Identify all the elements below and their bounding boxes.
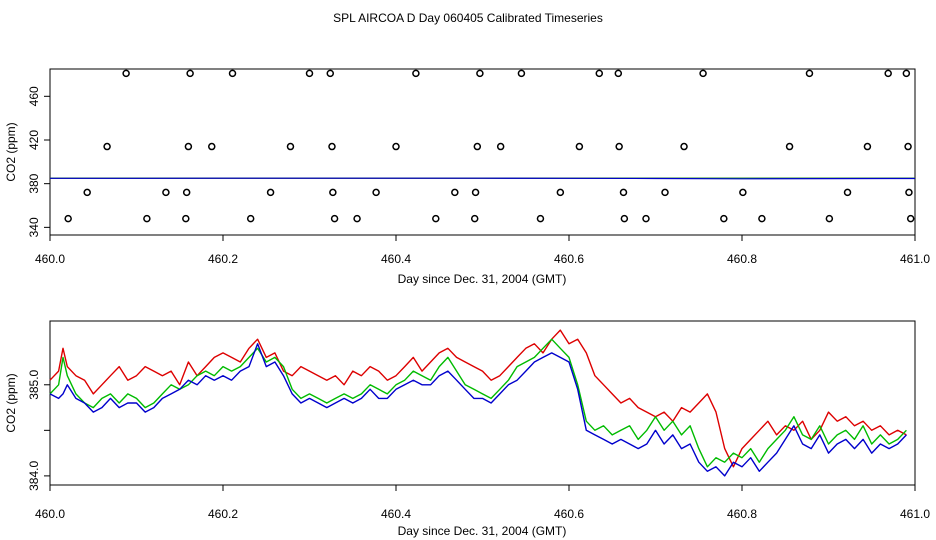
scatter-point [614, 69, 623, 78]
scatter-x-tick-label: 461.0 [900, 252, 930, 266]
scatter-y-tick-label: 340 [27, 217, 41, 237]
scatter-x-tick-label: 460.8 [727, 252, 757, 266]
line-series-lines [49, 329, 907, 477]
line-y-tick-label: 385.0 [27, 369, 41, 399]
scatter-y-tick-label: 420 [27, 130, 41, 150]
scatter-point [122, 69, 130, 78]
scatter-x-tick-label: 460.6 [554, 252, 584, 266]
line-series-red [49, 329, 907, 468]
scatter-point [305, 69, 314, 78]
line-x-tick-label: 460.4 [381, 507, 411, 521]
scatter-series-lines [50, 177, 916, 180]
scatter-point [266, 188, 275, 197]
line-y-ticks: 384.0 385.0 [27, 369, 50, 491]
scatter-point [83, 188, 91, 197]
scatter-point [286, 142, 295, 151]
scatter-point [228, 69, 237, 78]
scatter-series-blue [50, 177, 916, 180]
scatter-point [680, 142, 688, 151]
scatter-point [642, 214, 650, 223]
scatter-point [476, 69, 484, 78]
scatter-point [392, 142, 400, 151]
line-x-tick-label: 460.2 [208, 507, 238, 521]
line-plot-frame [49, 320, 916, 486]
scatter-points [64, 69, 915, 223]
scatter-point [182, 214, 190, 223]
scatter-point [556, 188, 565, 197]
scatter-x-tick-label: 460.4 [381, 252, 411, 266]
scatter-point [619, 188, 628, 197]
scatter-point [143, 214, 151, 223]
scatter-point [902, 69, 911, 78]
scatter-point [615, 142, 623, 151]
scatter-point [186, 69, 194, 78]
scatter-point [575, 142, 584, 151]
scatter-point [620, 214, 629, 223]
line-series-green [49, 338, 907, 468]
scatter-point [536, 214, 545, 223]
scatter-point [372, 188, 380, 197]
scatter-point [412, 69, 420, 78]
line-x-tick-label: 461.0 [900, 507, 930, 521]
scatter-point [739, 188, 747, 197]
scatter-point [329, 188, 337, 197]
scatter-point [517, 69, 526, 78]
scatter-point [470, 214, 479, 223]
line-panel: Day since Dec. 31, 2004 (GMT) CO2 (ppm) … [4, 320, 930, 538]
chart-title: SPL AIRCOA D Day 060405 Calibrated Times… [333, 11, 603, 25]
line-series-blue [49, 343, 907, 477]
scatter-plot-frame [49, 68, 916, 236]
scatter-point [758, 214, 766, 223]
scatter-panel: Day since Dec. 31, 2004 (GMT) CO2 (ppm) … [4, 68, 930, 286]
scatter-y-ticks: 340 380 420 460 [27, 86, 50, 237]
line-y-axis-label: CO2 (ppm) [4, 373, 18, 432]
scatter-point [473, 142, 482, 151]
scatter-point [905, 188, 913, 197]
scatter-x-tick-label: 460.0 [35, 252, 65, 266]
scatter-point [103, 142, 111, 151]
scatter-y-axis-label: CO2 (ppm) [4, 122, 18, 181]
scatter-point [246, 214, 255, 223]
scatter-point [906, 214, 915, 223]
scatter-x-axis-label: Day since Dec. 31, 2004 (GMT) [398, 272, 567, 286]
scatter-point [661, 188, 669, 197]
scatter-x-ticks: 460.0 460.2 460.4 460.6 460.8 461.0 [35, 235, 930, 266]
scatter-point [785, 142, 794, 151]
scatter-y-tick-label: 460 [27, 86, 41, 106]
scatter-point [64, 214, 72, 223]
scatter-point [699, 69, 707, 78]
scatter-point [432, 214, 440, 223]
scatter-point [328, 142, 336, 151]
scatter-y-tick-label: 380 [27, 173, 41, 193]
scatter-point [595, 69, 604, 78]
scatter-point [496, 142, 505, 151]
scatter-point [330, 214, 339, 223]
scatter-point [326, 69, 335, 78]
scatter-point [720, 214, 728, 223]
line-x-axis-label: Day since Dec. 31, 2004 (GMT) [398, 524, 567, 538]
line-x-tick-label: 460.0 [35, 507, 65, 521]
scatter-x-tick-label: 460.2 [208, 252, 238, 266]
scatter-point [162, 188, 170, 197]
scatter-point [182, 188, 191, 197]
line-x-tick-label: 460.8 [727, 507, 757, 521]
line-x-ticks: 460.0 460.2 460.4 460.6 460.8 461.0 [35, 485, 930, 521]
line-y-tick-label: 384.0 [27, 461, 41, 491]
scatter-point [904, 142, 912, 151]
scatter-point [843, 188, 852, 197]
scatter-point [471, 188, 480, 197]
scatter-point [805, 69, 814, 78]
scatter-point [184, 142, 193, 151]
scatter-point [353, 214, 361, 223]
scatter-point [863, 142, 872, 151]
scatter-point [884, 69, 892, 78]
scatter-point [451, 188, 459, 197]
scatter-point [208, 142, 216, 151]
scatter-point [825, 214, 834, 223]
line-x-tick-label: 460.6 [554, 507, 584, 521]
